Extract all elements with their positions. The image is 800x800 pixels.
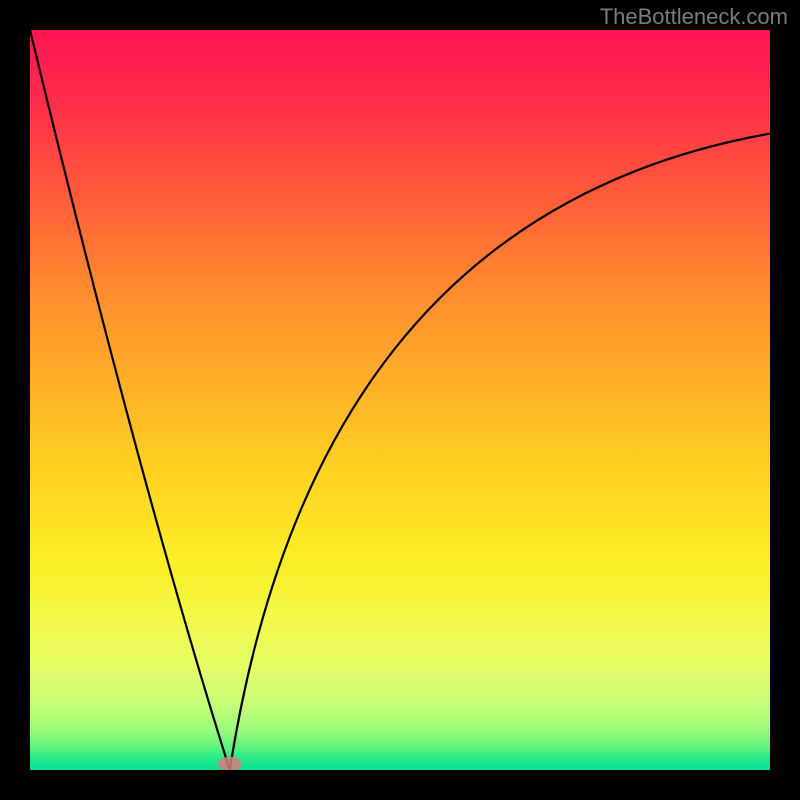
plot-area — [30, 30, 770, 770]
curve-layer — [30, 30, 770, 770]
bottleneck-curve — [30, 30, 770, 770]
watermark-text: TheBottleneck.com — [600, 4, 788, 30]
dip-marker — [218, 757, 242, 770]
